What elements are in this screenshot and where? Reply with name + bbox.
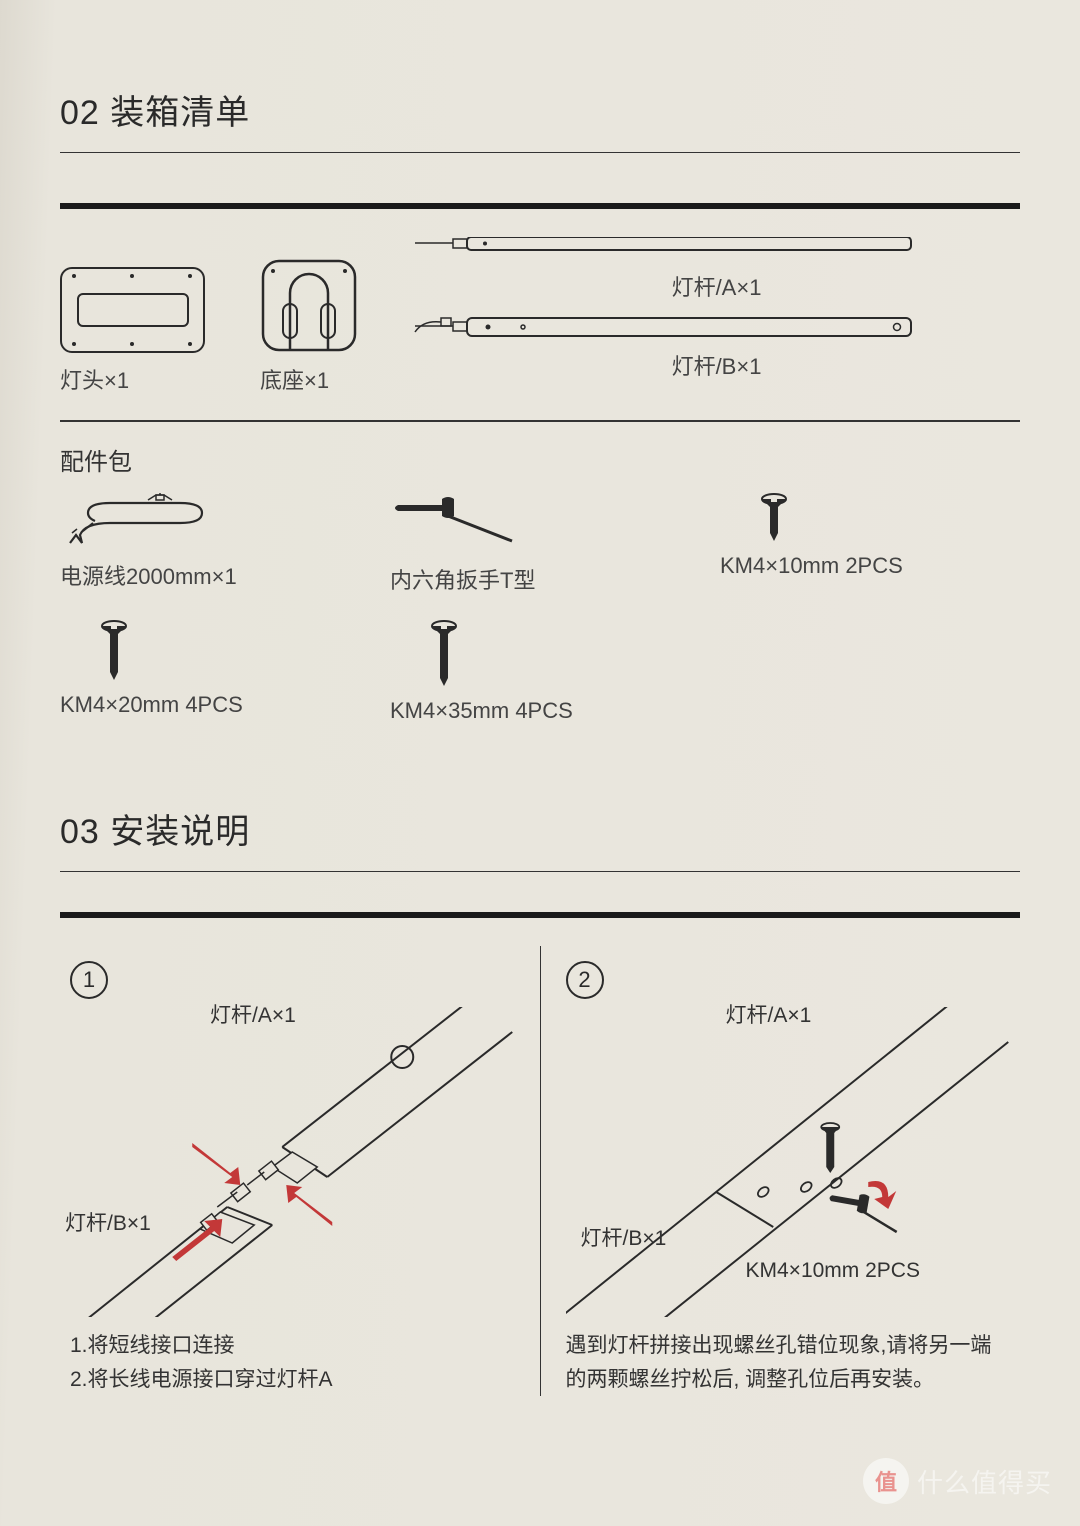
acc-screw-20: KM4×20mm 4PCS — [60, 620, 280, 724]
section-02-title: 02 装箱清单 — [60, 85, 1020, 153]
screw-10-label: KM4×10mm 2PCS — [720, 553, 940, 579]
step2-screw-label: KM4×10mm 2PCS — [746, 1259, 920, 1283]
base-icon — [260, 258, 358, 353]
poles-group: 灯杆/A×1 灯杆/B×1 — [413, 237, 1020, 395]
step-1-text: 1.将短线接口连接 2.将长线电源接口穿过灯杆A — [70, 1329, 515, 1396]
screw-35-label: KM4×35mm 4PCS — [390, 698, 610, 724]
screw-20-label: KM4×20mm 4PCS — [60, 692, 280, 718]
step-2: 2 — [541, 946, 1021, 1396]
section-03-title: 03 安装说明 — [60, 804, 1020, 872]
pole-b-icon — [413, 316, 913, 338]
lamp-head-label: 灯头×1 — [60, 363, 205, 395]
pole-a-icon — [413, 237, 913, 259]
acc-cable: 电源线2000mm×1 — [60, 493, 280, 595]
step-2-diagram: 灯杆/A×1 灯杆/B×1 KM4×10mm 2PCS — [566, 1007, 1011, 1317]
cable-label: 电源线2000mm×1 — [60, 559, 280, 591]
lamp-head-icon — [60, 267, 205, 353]
manual-page: 02 装箱清单 灯头×1 底座×1 — [0, 0, 1080, 1526]
step-2-number: 2 — [566, 961, 604, 999]
watermark: 值 什么值得买 — [863, 1458, 1052, 1504]
watermark-text: 什么值得买 — [917, 1463, 1052, 1500]
pole-b-label: 灯杆/B×1 — [413, 349, 1020, 381]
screw-35-icon — [430, 620, 458, 688]
step1-pole-b-label: 灯杆/B×1 — [65, 1207, 151, 1237]
screw-10-icon — [760, 493, 788, 543]
step2-pole-b-label: 灯杆/B×1 — [581, 1222, 667, 1252]
screw-20-icon — [100, 620, 128, 682]
wrench-label: 内六角扳手T型 — [390, 563, 610, 595]
divider-thin — [60, 420, 1020, 422]
step2-pole-a-label: 灯杆/A×1 — [726, 999, 812, 1029]
acc-wrench: 内六角扳手T型 — [390, 493, 610, 595]
acc-screw-10: KM4×10mm 2PCS — [720, 493, 940, 595]
step1-pole-a-label: 灯杆/A×1 — [210, 999, 296, 1029]
base-label: 底座×1 — [260, 363, 358, 395]
installation-steps: 1 — [60, 946, 1020, 1396]
pole-a-label: 灯杆/A×1 — [413, 270, 1020, 302]
wrench-icon — [390, 493, 515, 553]
cable-icon — [60, 493, 210, 549]
item-lamp-head: 灯头×1 — [60, 267, 205, 395]
packing-list-row: 灯头×1 底座×1 灯杆/A×1 — [60, 237, 1020, 395]
step-1-diagram: 灯杆/A×1 灯杆/B×1 — [70, 1007, 515, 1317]
watermark-icon: 值 — [863, 1458, 909, 1504]
step-1-number: 1 — [70, 961, 108, 999]
divider-thick-2 — [60, 912, 1020, 918]
item-base: 底座×1 — [260, 258, 358, 395]
step-1: 1 — [60, 946, 541, 1396]
divider-thick — [60, 203, 1020, 209]
accessories-row: 电源线2000mm×1 内六角扳手T型 KM4×10mm 2PCS — [60, 493, 1020, 724]
accessories-header: 配件包 — [60, 442, 1020, 477]
step-2-text: 遇到灯杆拼接出现螺丝孔错位现象,请将另一端的两颗螺丝拧松后, 调整孔位后再安装。 — [566, 1329, 1011, 1396]
acc-screw-35: KM4×35mm 4PCS — [390, 620, 610, 724]
